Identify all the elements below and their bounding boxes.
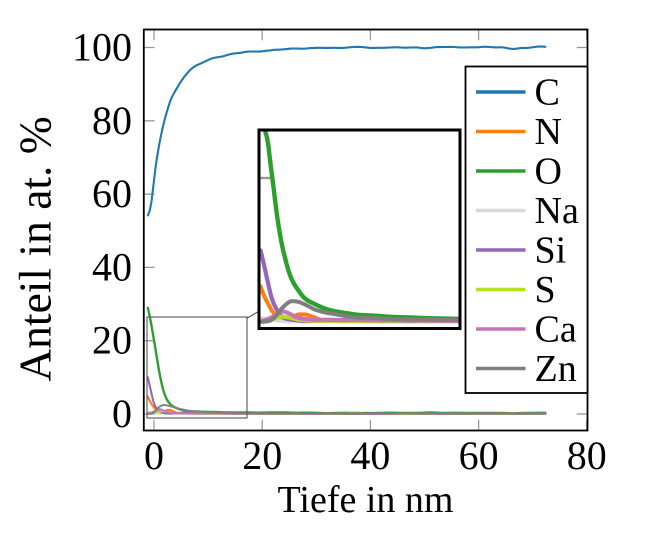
svg-text:S: S (535, 269, 556, 311)
svg-text:80: 80 (92, 98, 132, 143)
svg-text:100: 100 (72, 25, 132, 70)
svg-text:0: 0 (112, 391, 132, 436)
svg-text:Anteil in at. %: Anteil in at. % (10, 116, 61, 381)
svg-text:Ca: Ca (535, 309, 577, 351)
svg-text:0: 0 (144, 433, 164, 478)
svg-text:Si: Si (535, 230, 567, 272)
svg-text:20: 20 (242, 433, 282, 478)
svg-text:80: 80 (567, 433, 607, 478)
svg-text:Na: Na (535, 190, 579, 232)
svg-text:C: C (535, 72, 560, 114)
svg-text:40: 40 (350, 433, 390, 478)
svg-text:60: 60 (459, 433, 499, 478)
svg-text:N: N (535, 111, 562, 153)
svg-text:60: 60 (92, 171, 132, 216)
svg-text:40: 40 (92, 244, 132, 289)
svg-text:Zn: Zn (535, 348, 577, 390)
svg-text:20: 20 (92, 318, 132, 363)
svg-text:O: O (535, 151, 562, 193)
svg-text:Tiefe in nm: Tiefe in nm (278, 479, 454, 521)
